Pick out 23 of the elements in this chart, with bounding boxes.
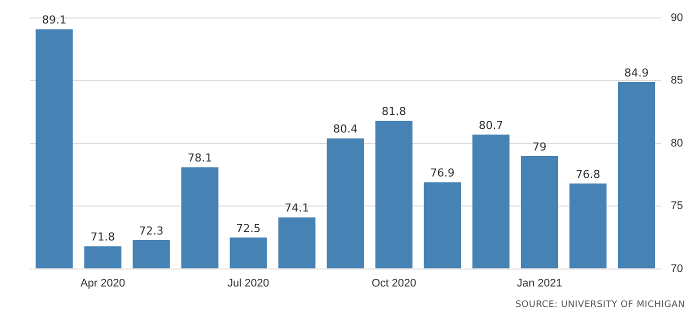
x-tick-label: Jan 2021 xyxy=(516,277,562,290)
data-label: 80.7 xyxy=(478,118,504,132)
data-label: 72.3 xyxy=(139,224,164,238)
data-label: 80.4 xyxy=(333,122,358,136)
source-note: SOURCE: UNIVERSITY OF MICHIGAN xyxy=(516,300,685,310)
data-label: 79 xyxy=(532,140,546,154)
data-label: 71.8 xyxy=(90,230,116,244)
y-tick-label: 85 xyxy=(670,74,684,87)
data-label: 76.8 xyxy=(576,168,600,181)
data-label: 74.1 xyxy=(284,202,310,215)
y-tick-label: 80 xyxy=(670,137,684,150)
data-label: 89.1 xyxy=(42,14,67,27)
data-label: 81.8 xyxy=(382,105,406,118)
y-tick-label: 75 xyxy=(670,200,684,212)
x-tick-label: Jul 2020 xyxy=(228,277,270,290)
y-tick-label: 90 xyxy=(670,12,684,24)
x-tick-label: Apr 2020 xyxy=(80,277,126,290)
data-label: 84.9 xyxy=(624,66,649,80)
data-label: 76.9 xyxy=(430,166,455,180)
x-tick-label: Oct 2020 xyxy=(372,277,416,290)
data-label: 72.5 xyxy=(236,222,261,235)
data-label: 78.1 xyxy=(188,152,212,165)
y-tick-label: 70 xyxy=(670,262,684,275)
